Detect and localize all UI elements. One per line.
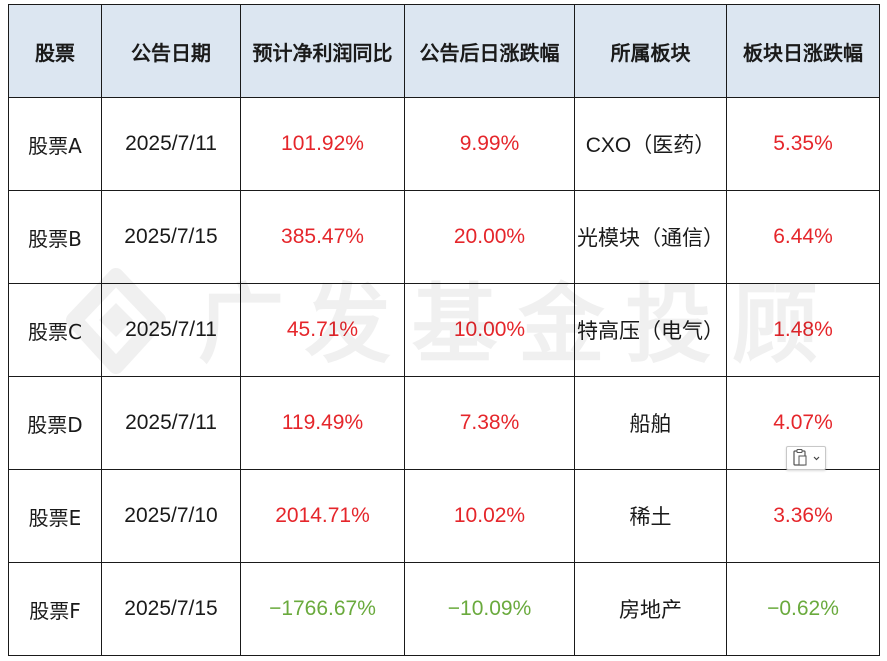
table-row: 股票C 2025/7/11 45.71% 10.00% 特高压（电气） 1.48… bbox=[8, 283, 880, 377]
stock-table: 股票 公告日期 预计净利润同比 公告后日涨跌幅 所属板块 板块日涨跌幅 股票A … bbox=[8, 4, 880, 656]
date-cell: 2025/7/10 bbox=[101, 469, 241, 563]
post-change-cell: 9.99% bbox=[404, 97, 575, 191]
profit-yoy-cell: 2014.71% bbox=[240, 469, 405, 563]
post-change-cell: 10.00% bbox=[404, 283, 575, 377]
stock-cell: 股票A bbox=[8, 97, 102, 191]
stock-cell: 股票F bbox=[8, 562, 102, 656]
sector-cell: 房地产 bbox=[574, 562, 727, 656]
profit-yoy-cell: 101.92% bbox=[240, 97, 405, 191]
sector-cell: 稀土 bbox=[574, 469, 727, 563]
sector-cell: 光模块（通信） bbox=[574, 190, 727, 284]
header-post-change: 公告后日涨跌幅 bbox=[404, 4, 575, 98]
sector-change-cell: 5.35% bbox=[726, 97, 880, 191]
sector-change-cell: 3.36% bbox=[726, 469, 880, 563]
sector-change-cell: −0.62% bbox=[726, 562, 880, 656]
date-cell: 2025/7/15 bbox=[101, 562, 241, 656]
sector-change-cell: 6.44% bbox=[726, 190, 880, 284]
stock-cell: 股票D bbox=[8, 376, 102, 470]
sector-cell: 船舶 bbox=[574, 376, 727, 470]
stock-cell: 股票C bbox=[8, 283, 102, 377]
header-date: 公告日期 bbox=[101, 4, 241, 98]
date-cell: 2025/7/15 bbox=[101, 190, 241, 284]
header-sector-change: 板块日涨跌幅 bbox=[726, 4, 880, 98]
profit-yoy-cell: 119.49% bbox=[240, 376, 405, 470]
sector-cell: 特高压（电气） bbox=[574, 283, 727, 377]
post-change-cell: 7.38% bbox=[404, 376, 575, 470]
table-row: 股票D 2025/7/11 119.49% 7.38% 船舶 4.07% bbox=[8, 376, 880, 470]
table-row: 股票A 2025/7/11 101.92% 9.99% CXO（医药） 5.35… bbox=[8, 97, 880, 191]
stock-cell: 股票E bbox=[8, 469, 102, 563]
header-row: 股票 公告日期 预计净利润同比 公告后日涨跌幅 所属板块 板块日涨跌幅 bbox=[8, 4, 880, 98]
sector-change-cell: 1.48% bbox=[726, 283, 880, 377]
header-profit-yoy: 预计净利润同比 bbox=[240, 4, 405, 98]
table-row: 股票F 2025/7/15 −1766.67% −10.09% 房地产 −0.6… bbox=[8, 562, 880, 656]
profit-yoy-cell: 45.71% bbox=[240, 283, 405, 377]
profit-yoy-cell: −1766.67% bbox=[240, 562, 405, 656]
date-cell: 2025/7/11 bbox=[101, 283, 241, 377]
date-cell: 2025/7/11 bbox=[101, 376, 241, 470]
clipboard-icon bbox=[793, 449, 820, 466]
table-row: 股票E 2025/7/10 2014.71% 10.02% 稀土 3.36% bbox=[8, 469, 880, 563]
chevron-down-icon bbox=[813, 456, 820, 461]
header-stock: 股票 bbox=[8, 4, 102, 98]
stock-cell: 股票B bbox=[8, 190, 102, 284]
post-change-cell: 20.00% bbox=[404, 190, 575, 284]
sector-cell: CXO（医药） bbox=[574, 97, 727, 191]
date-cell: 2025/7/11 bbox=[101, 97, 241, 191]
post-change-cell: 10.02% bbox=[404, 469, 575, 563]
header-sector: 所属板块 bbox=[574, 4, 727, 98]
post-change-cell: −10.09% bbox=[404, 562, 575, 656]
table-row: 股票B 2025/7/15 385.47% 20.00% 光模块（通信） 6.4… bbox=[8, 190, 880, 284]
paste-options-button[interactable] bbox=[786, 446, 826, 470]
profit-yoy-cell: 385.47% bbox=[240, 190, 405, 284]
